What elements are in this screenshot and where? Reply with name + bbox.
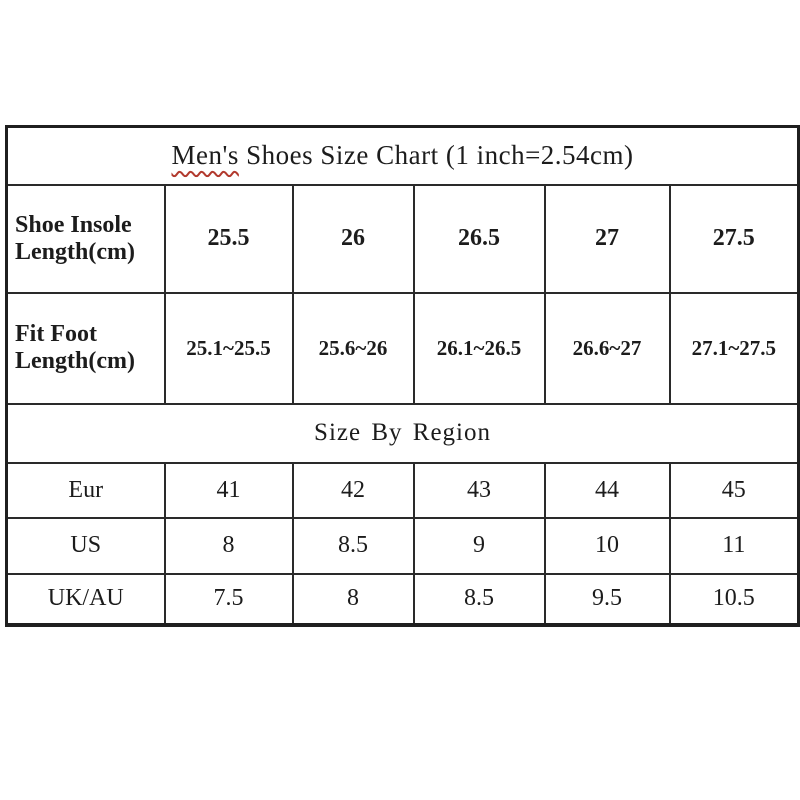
ukau-value: 7.5: [163, 572, 294, 626]
insole-label-line1: Shoe Insole: [15, 211, 132, 238]
insole-label-line2: Length(cm): [15, 238, 135, 265]
eur-value: 43: [412, 461, 546, 519]
insole-value: 26.5: [412, 183, 546, 294]
ukau-value: 8: [291, 572, 415, 626]
insole-length-label: Shoe Insole Length(cm): [5, 183, 166, 294]
size-by-region-row: Size By Region: [5, 402, 800, 464]
ukau-label: UK/AU: [5, 572, 166, 626]
fit-foot-label-line2: Length(cm): [15, 348, 135, 374]
us-value: 8: [163, 516, 294, 575]
fit-foot-label-line1: Fit Foot: [15, 321, 97, 347]
fit-foot-value: 25.1~25.5: [163, 291, 294, 405]
us-label: US: [5, 516, 166, 575]
us-value: 8.5: [291, 516, 415, 575]
chart-title: Men's Shoes Size Chart (1 inch=2.54cm): [5, 125, 800, 186]
insole-value: 25.5: [163, 183, 294, 294]
fit-foot-value: 26.6~27: [543, 291, 671, 405]
ukau-size-row: UK/AU 7.5 8 8.5 9.5 10.5: [5, 572, 800, 626]
ukau-value: 8.5: [412, 572, 546, 626]
insole-length-row: Shoe Insole Length(cm) 25.5 26 26.5 27 2…: [5, 183, 800, 294]
ukau-value: 10.5: [668, 572, 800, 626]
eur-value: 44: [543, 461, 671, 519]
size-by-region-header: Size By Region: [5, 402, 800, 464]
title-rest: Shoes Size Chart (1 inch=2.54cm): [238, 140, 634, 171]
ukau-value: 9.5: [543, 572, 671, 626]
us-value: 9: [412, 516, 546, 575]
eur-value: 42: [291, 461, 415, 519]
eur-value: 45: [668, 461, 800, 519]
title-row: Men's Shoes Size Chart (1 inch=2.54cm): [5, 125, 800, 186]
fit-foot-value: 25.6~26: [291, 291, 415, 405]
us-value: 11: [668, 516, 800, 575]
eur-value: 41: [163, 461, 294, 519]
fit-foot-length-label: Fit Foot Length(cm): [5, 291, 166, 405]
eur-size-row: Eur 41 42 43 44 45: [5, 461, 800, 519]
title-word-misspelled: Men's: [171, 140, 239, 171]
insole-value: 27: [543, 183, 671, 294]
eur-label: Eur: [5, 461, 166, 519]
insole-value: 26: [291, 183, 415, 294]
fit-foot-value: 26.1~26.5: [412, 291, 546, 405]
us-value: 10: [543, 516, 671, 575]
insole-value: 27.5: [668, 183, 800, 294]
fit-foot-value: 27.1~27.5: [668, 291, 800, 405]
us-size-row: US 8 8.5 9 10 11: [5, 516, 800, 575]
shoe-size-chart-table: Men's Shoes Size Chart (1 inch=2.54cm) S…: [5, 125, 800, 627]
fit-foot-length-row: Fit Foot Length(cm) 25.1~25.5 25.6~26 26…: [5, 291, 800, 405]
